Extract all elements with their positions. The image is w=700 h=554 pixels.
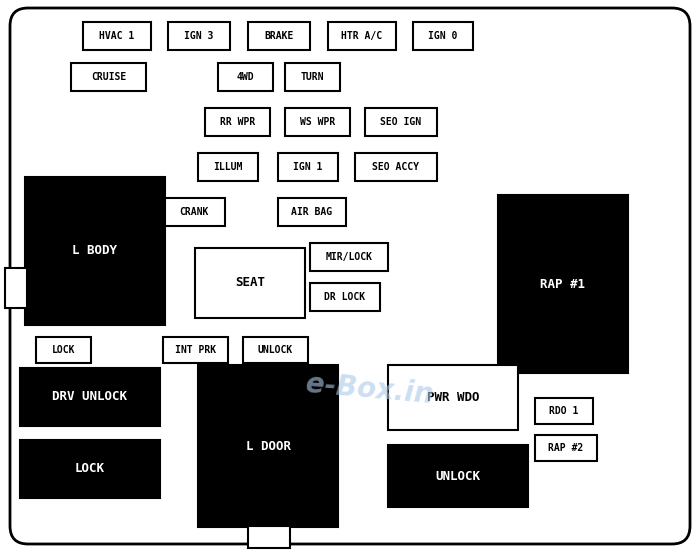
Bar (218, 63, 273, 91)
Bar (535, 398, 593, 424)
Text: e-Box.in: e-Box.in (305, 371, 435, 409)
Text: TURN: TURN (301, 72, 324, 82)
Bar (248, 526, 290, 548)
Bar (278, 153, 338, 181)
Text: HTR A/C: HTR A/C (342, 31, 383, 41)
Bar (388, 365, 518, 430)
Bar (248, 22, 310, 50)
Bar (5, 268, 27, 308)
Bar (168, 22, 230, 50)
Text: L BODY: L BODY (73, 244, 118, 258)
Text: HVAC 1: HVAC 1 (99, 31, 134, 41)
Text: WS WPR: WS WPR (300, 117, 335, 127)
Text: L DOOR: L DOOR (246, 439, 290, 453)
Text: PWR WDO: PWR WDO (427, 391, 480, 404)
Bar (285, 63, 340, 91)
Text: CRANK: CRANK (179, 207, 209, 217)
Bar (36, 337, 91, 363)
Bar (20, 440, 160, 498)
Text: LOCK: LOCK (75, 463, 105, 475)
Text: AIR BAG: AIR BAG (291, 207, 332, 217)
Text: SEO ACCY: SEO ACCY (372, 162, 419, 172)
Bar (285, 108, 350, 136)
Text: 4WD: 4WD (237, 72, 254, 82)
Text: IGN 1: IGN 1 (293, 162, 323, 172)
Text: INT PRK: INT PRK (175, 345, 216, 355)
Text: SEAT: SEAT (235, 276, 265, 290)
Bar (310, 243, 388, 271)
Text: CRUISE: CRUISE (91, 72, 126, 82)
Bar (198, 365, 338, 527)
Bar (163, 198, 225, 226)
Text: DRV UNLOCK: DRV UNLOCK (52, 391, 127, 403)
Bar (328, 22, 396, 50)
Text: UNLOCK: UNLOCK (435, 469, 480, 483)
Text: IGN 0: IGN 0 (428, 31, 458, 41)
Bar (20, 368, 160, 426)
Bar (198, 153, 258, 181)
Bar (388, 445, 528, 507)
Bar (83, 22, 151, 50)
Bar (71, 63, 146, 91)
Bar (278, 198, 346, 226)
Bar (195, 248, 305, 318)
Text: ILLUM: ILLUM (214, 162, 243, 172)
Bar (498, 195, 628, 373)
Text: BRAKE: BRAKE (265, 31, 294, 41)
Bar (355, 153, 437, 181)
Text: RDO 1: RDO 1 (550, 406, 579, 416)
FancyBboxPatch shape (10, 8, 690, 544)
Text: DR LOCK: DR LOCK (324, 292, 365, 302)
Bar (413, 22, 473, 50)
Text: UNLOCK: UNLOCK (258, 345, 293, 355)
Text: MIR/LOCK: MIR/LOCK (326, 252, 372, 262)
Text: RAP #1: RAP #1 (540, 278, 585, 290)
Text: SEO IGN: SEO IGN (380, 117, 421, 127)
Bar (535, 435, 597, 461)
Text: IGN 3: IGN 3 (184, 31, 213, 41)
Text: RR WPR: RR WPR (220, 117, 255, 127)
Bar (25, 177, 165, 325)
Text: RAP #2: RAP #2 (548, 443, 584, 453)
Text: LOCK: LOCK (52, 345, 76, 355)
Bar (205, 108, 270, 136)
Bar (310, 283, 380, 311)
Bar (243, 337, 308, 363)
Bar (163, 337, 228, 363)
Bar (365, 108, 437, 136)
